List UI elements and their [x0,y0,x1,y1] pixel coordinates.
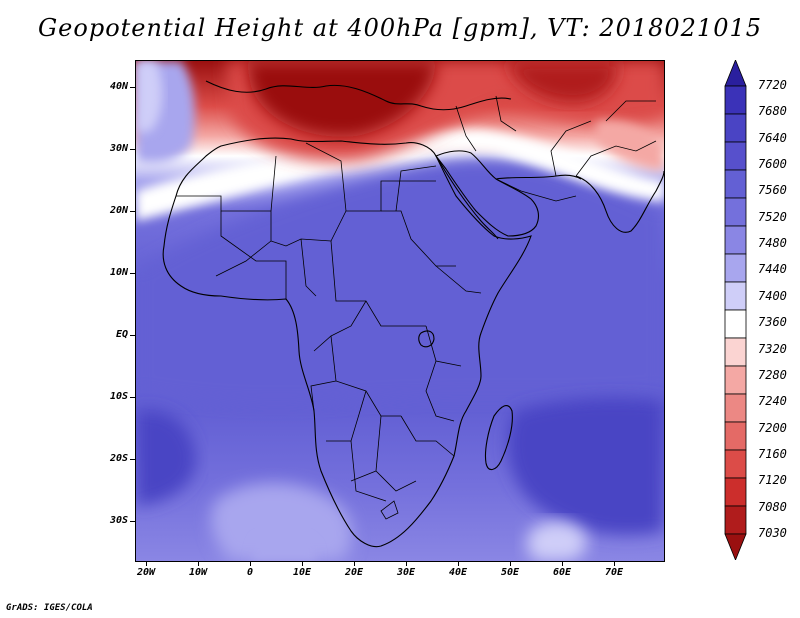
lat-tick [130,87,135,88]
india-coastline [575,170,664,233]
lat-label-30n: 30N [109,143,128,154]
field-white-ridge [136,128,664,221]
lon-label-30e: 30E [396,567,416,578]
colorbar-label: 7520 [758,209,787,224]
colorbar-top-arrow [724,60,747,87]
arabia-coastline [435,150,540,237]
lon-tick [354,562,355,566]
lat-tick [130,149,135,150]
colorbar-cell [724,337,747,367]
africa-coastline [162,137,532,548]
lon-label-40e: 40E [448,567,468,578]
geopotential-height-field [136,61,664,561]
lat-label-10n: 10N [109,267,128,278]
field-south-light-b [526,521,587,561]
lon-label-10w: 10W [188,567,208,578]
field-darkred-core-b [506,61,617,103]
lat-tick [130,521,135,522]
colorbar-cell [724,225,747,255]
colorbar-label: 7720 [758,78,787,92]
colorbar [724,60,747,560]
field-pink-north-east [596,120,664,171]
lon-label-60e: 60E [552,567,572,578]
colorbar-cell [724,477,747,507]
colorbar-cell [724,253,747,283]
colorbar-cell [724,85,747,115]
colorbar-cell [724,505,747,535]
grads-credit: GrADS: IGES/COLA [6,603,93,613]
lon-label-70e: 70E [604,567,624,578]
colorbar-label: 7360 [758,315,787,330]
colorbar-label: 7320 [758,341,787,356]
map-panel [135,60,665,562]
colorbar-label: 7200 [758,420,787,435]
lat-tick [130,273,135,274]
coastlines [162,80,664,548]
lon-tick [250,562,251,566]
field-blue-band [136,156,664,403]
red-sea [435,155,499,240]
lat-label-40n: 40N [109,81,128,92]
lat-tick [130,459,135,460]
lat-tick [130,211,135,212]
colorbar-bottom-arrow [724,533,747,560]
colorbar-cell [724,281,747,311]
colorbar-label: 7240 [758,394,787,409]
madagascar-coastline [484,405,513,471]
colorbar-label: 7160 [758,446,787,461]
map-title: Geopotential Height at 400hPa [gpm], VT:… [38,14,762,42]
lon-tick [146,562,147,566]
colorbar-cell [724,365,747,395]
colorbar-cell [724,113,747,143]
lake-victoria [418,330,435,348]
colorbar-label: 7600 [758,157,787,172]
colorbar-cell [724,309,747,339]
colorbar-label: 7080 [758,499,787,514]
lon-label-10e: 10E [292,567,312,578]
country-borders [176,95,657,520]
colorbar-label: 7480 [758,236,787,251]
lat-label-10s: 10S [109,391,128,402]
lon-tick [458,562,459,566]
colorbar-cell [724,141,747,171]
colorbar-label: 7440 [758,262,787,277]
lon-label-20e: 20E [344,567,364,578]
lon-label-20w: 20W [136,567,156,578]
colorbar-cell [724,169,747,199]
lat-tick [130,335,135,336]
colorbar-label: 7400 [758,288,787,303]
lat-tick [130,397,135,398]
lat-label-20s: 20S [109,453,128,464]
colorbar-label: 7640 [758,130,787,145]
colorbar-cell [724,393,747,423]
field-south-light-c [251,533,316,561]
lat-label-30s: 30S [109,515,128,526]
field-darkred-core-a [246,61,436,137]
lon-tick [510,562,511,566]
lon-label-0: 0 [246,567,254,578]
colorbar-label: 7030 [758,526,787,540]
colorbar-label: 7560 [758,183,787,198]
field-south-light-a [211,482,353,561]
lon-tick [406,562,407,566]
lat-label-20n: 20N [109,205,128,216]
colorbar-label: 7680 [758,104,787,119]
colorbar-cell [724,197,747,227]
lon-tick [614,562,615,566]
lon-tick [302,562,303,566]
field-northwest-lobe-inner [136,61,163,133]
lon-label-50e: 50E [500,567,520,578]
colorbar-label: 7120 [758,473,787,488]
colorbar-label: 7280 [758,367,787,382]
field-deep-blue-east [507,398,664,535]
lon-tick [198,562,199,566]
colorbar-cell [724,421,747,451]
colorbar-cell [724,449,747,479]
field-deep-blue-west [136,410,197,506]
lat-label-eq: EQ [115,329,128,340]
europe-coastline [205,80,512,111]
lon-tick [562,562,563,566]
